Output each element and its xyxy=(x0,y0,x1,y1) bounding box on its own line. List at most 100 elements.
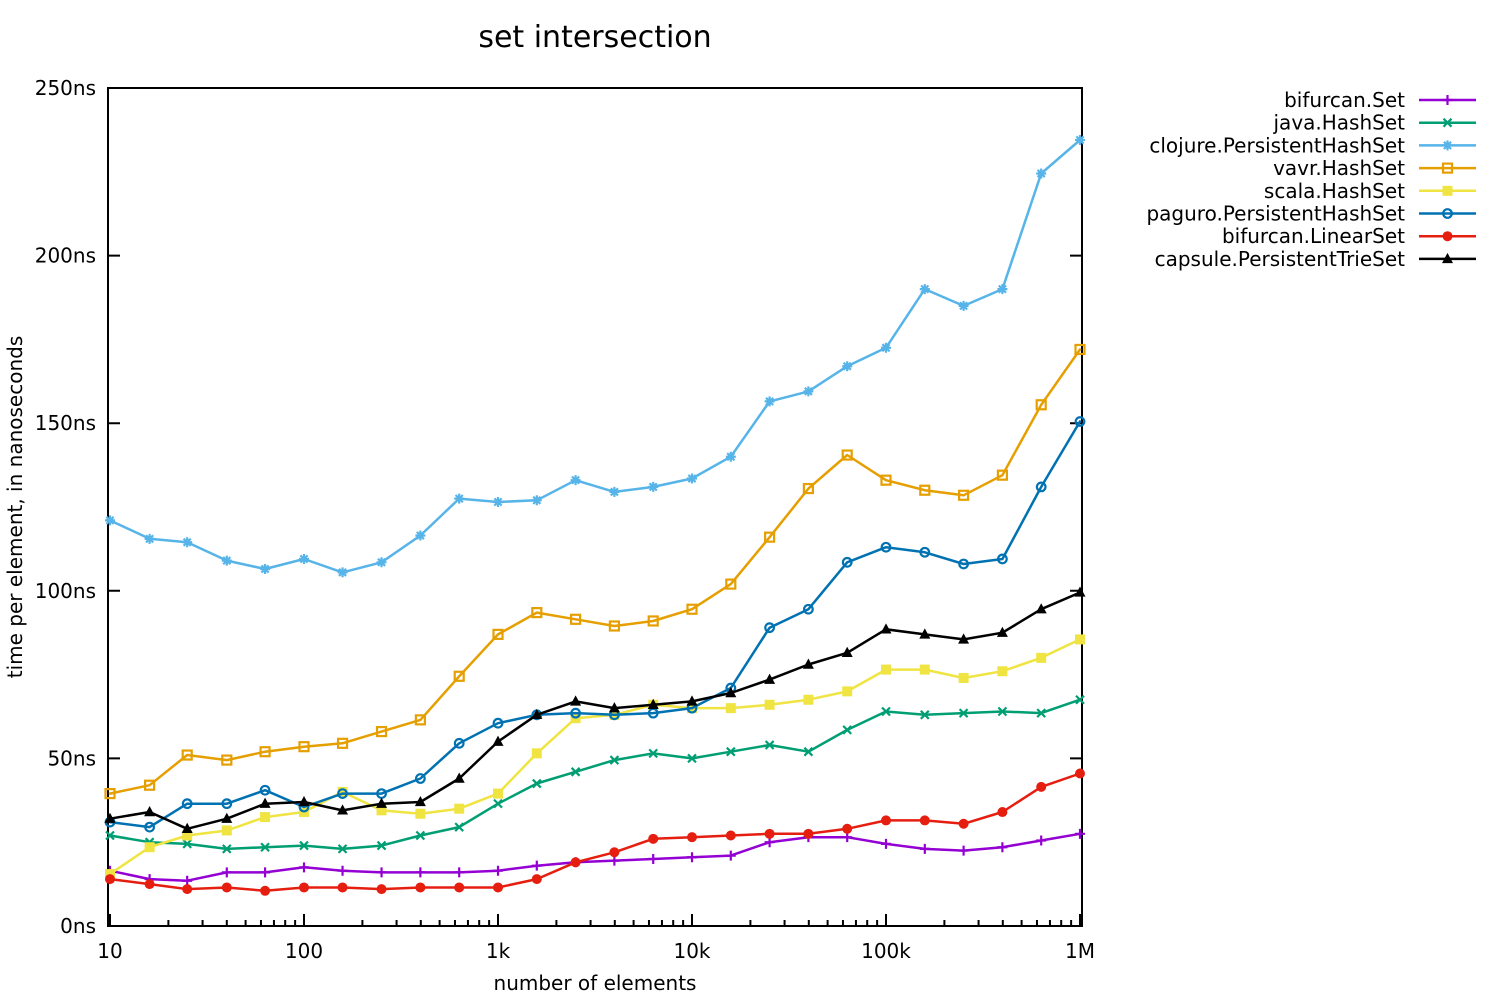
marker-circle-filled xyxy=(415,882,426,893)
marker-asterisk xyxy=(881,342,891,353)
marker-plus xyxy=(881,838,891,849)
marker-asterisk xyxy=(454,493,465,504)
marker-triangle-filled xyxy=(686,695,698,706)
marker-cross xyxy=(920,710,930,720)
marker-circle-filled xyxy=(609,847,620,858)
marker-plus xyxy=(725,850,736,861)
legend-label: scala.HashSet xyxy=(1264,179,1405,203)
marker-plus xyxy=(648,853,659,864)
marker-plus xyxy=(493,865,503,876)
marker-square-filled xyxy=(958,672,969,683)
marker-triangle-filled xyxy=(958,633,970,644)
marker-square-open xyxy=(725,578,737,590)
marker-asterisk xyxy=(997,284,1008,295)
marker-circle-open xyxy=(414,773,426,784)
marker-asterisk xyxy=(687,473,697,484)
marker-plus xyxy=(221,867,232,878)
marker-cross xyxy=(376,840,387,851)
marker-square-open xyxy=(414,714,426,726)
series-clojure.PersistentHashSet xyxy=(105,134,1085,578)
marker-circle-open xyxy=(841,556,853,568)
marker-circle-open xyxy=(996,553,1008,565)
marker-plus xyxy=(337,865,348,876)
marker-circle-filled xyxy=(182,884,193,895)
marker-square-open xyxy=(1441,162,1454,174)
marker-triangle-filled xyxy=(492,735,504,746)
marker-asterisk xyxy=(299,553,309,564)
marker-square-open xyxy=(453,670,465,682)
marker-square-filled xyxy=(337,786,348,797)
marker-plus xyxy=(260,867,271,878)
marker-circle-open xyxy=(880,541,892,553)
marker-plus xyxy=(415,867,426,878)
legend-label: paguro.PersistentHashSet xyxy=(1146,202,1405,226)
marker-square-open xyxy=(375,725,388,738)
axes: 0ns 50ns 100ns 150ns 200ns 250ns 10 100 1k 10k 100… xyxy=(35,76,1095,963)
x-tick-label: 1M xyxy=(1065,939,1095,963)
marker-circle-open xyxy=(919,546,931,558)
marker-square-filled xyxy=(531,748,542,759)
marker-plus xyxy=(842,832,853,843)
marker-plus xyxy=(997,842,1008,853)
marker-circle-open xyxy=(1442,208,1453,219)
marker-cross xyxy=(997,706,1008,717)
x-tick-label: 100 xyxy=(285,939,323,963)
marker-circle-filled xyxy=(337,882,348,893)
marker-square-open xyxy=(492,628,504,640)
marker-triangle-filled xyxy=(414,795,426,807)
marker-square-open xyxy=(647,615,659,627)
chart-title: set intersection xyxy=(478,20,711,55)
marker-square-filled xyxy=(1442,185,1453,196)
marker-square-filled xyxy=(725,703,736,714)
marker-circle-filled xyxy=(764,828,775,839)
y-tick-label: 150ns xyxy=(35,411,96,435)
marker-plus xyxy=(376,867,387,878)
marker-circle-open xyxy=(1035,481,1047,493)
marker-circle-open xyxy=(453,737,465,749)
marker-cross xyxy=(958,708,969,718)
marker-asterisk xyxy=(415,530,426,541)
marker-triangle-filled xyxy=(221,812,233,823)
legend: bifurcan.Setjava.HashSetclojure.Persiste… xyxy=(1146,88,1476,271)
marker-square-filled xyxy=(1075,634,1085,645)
marker-triangle-filled xyxy=(725,687,737,698)
marker-triangle-filled xyxy=(1035,603,1047,614)
marker-plus xyxy=(299,862,309,873)
marker-square-filled xyxy=(454,803,465,814)
marker-square-filled xyxy=(1036,652,1047,663)
marker-plus xyxy=(454,867,465,878)
marker-square-filled xyxy=(764,699,775,710)
marker-plus xyxy=(1075,828,1085,839)
marker-triangle-filled xyxy=(104,812,116,823)
marker-circle-open xyxy=(181,798,193,810)
marker-square-open xyxy=(996,469,1008,481)
marker-asterisk xyxy=(105,515,115,526)
marker-cross xyxy=(570,767,581,777)
marker-triangle-filled xyxy=(298,795,310,807)
marker-triangle-filled xyxy=(647,698,659,709)
series-paguro.PersistentHashSet xyxy=(104,416,1086,833)
x-tick-label: 1k xyxy=(486,939,511,963)
marker-triangle-filled xyxy=(570,695,582,706)
legend-entry-bifurcan.LinearSet: bifurcan.LinearSet xyxy=(1222,224,1476,248)
marker-square-open xyxy=(958,489,970,501)
marker-cross xyxy=(299,840,309,851)
marker-square-open xyxy=(880,474,892,486)
x-tick-label: 100k xyxy=(861,939,911,963)
marker-circle-filled xyxy=(260,885,271,896)
marker-triangle-filled xyxy=(1442,252,1453,264)
marker-cross xyxy=(337,844,348,854)
marker-cross xyxy=(222,844,232,854)
marker-plus xyxy=(958,845,969,856)
legend-entry-bifurcan.Set: bifurcan.Set xyxy=(1284,88,1476,112)
marker-cross xyxy=(881,706,891,717)
series-line xyxy=(108,638,1082,876)
marker-square-open xyxy=(1035,399,1047,411)
marker-circle-open xyxy=(492,717,504,729)
marker-plus xyxy=(609,855,620,866)
marker-asterisk xyxy=(570,475,581,486)
marker-square-open xyxy=(841,449,853,461)
marker-square-open xyxy=(802,482,815,495)
marker-cross xyxy=(764,740,775,750)
